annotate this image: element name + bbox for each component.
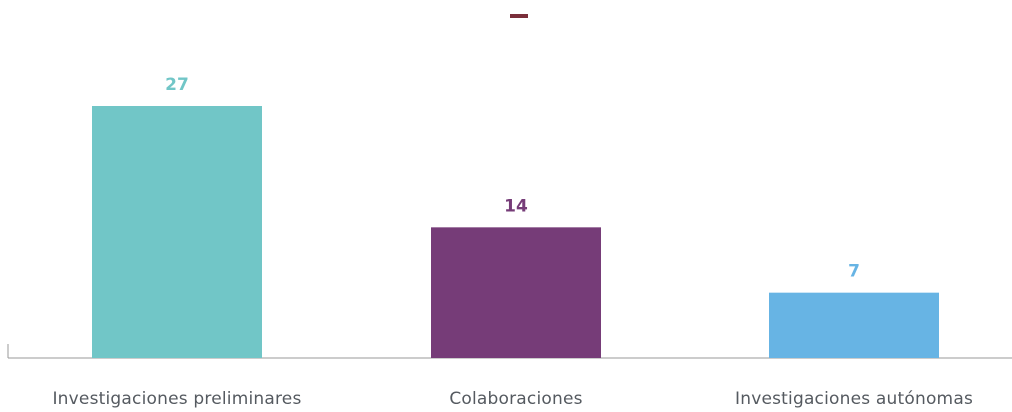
value-label-2: 14 (504, 196, 528, 216)
chart-title-dash (510, 14, 528, 18)
bars-group: 27 Investigaciones preliminares 14 Colabora… (52, 75, 973, 409)
value-label-1: 27 (165, 75, 189, 95)
bar-2 (431, 227, 601, 358)
bar-3 (769, 292, 939, 358)
category-label-3: Investigaciones autónomas (735, 389, 973, 408)
bar-1 (92, 106, 262, 358)
category-label-1: Investigaciones preliminares (52, 389, 301, 408)
value-label-3: 7 (848, 262, 860, 282)
category-label-2: Colaboraciones (449, 389, 582, 408)
